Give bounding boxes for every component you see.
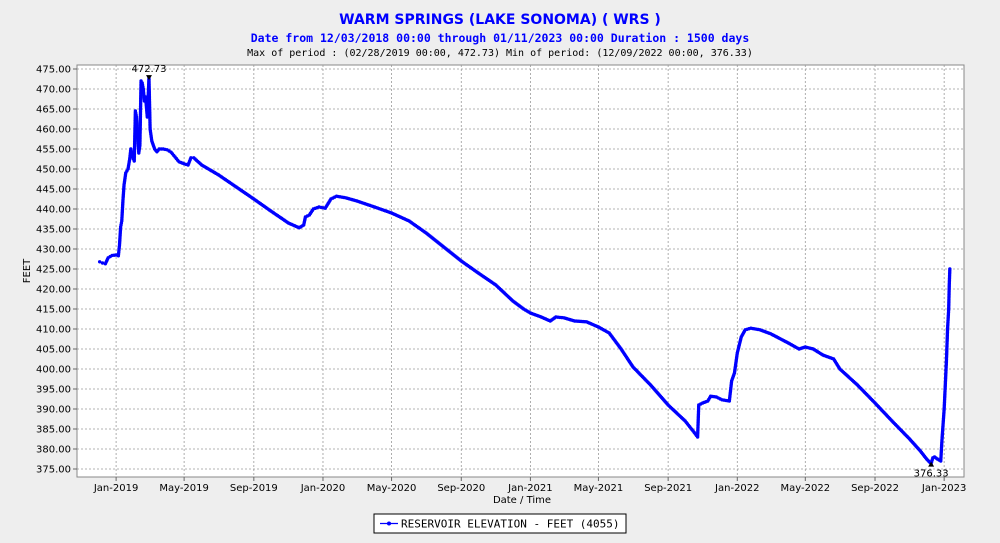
legend-box xyxy=(373,513,627,534)
y-tick-label: 470.00 xyxy=(36,85,71,96)
x-tick-label: Jan-2022 xyxy=(714,483,759,494)
y-tick-label: 420.00 xyxy=(36,285,71,296)
data-point xyxy=(97,260,102,264)
y-tick-label: 450.00 xyxy=(36,165,71,176)
x-tick-label: Sep-2020 xyxy=(437,483,485,494)
x-tick-label: Sep-2022 xyxy=(851,483,899,494)
y-tick-label: 375.00 xyxy=(36,465,71,476)
x-tick-label: May-2021 xyxy=(574,483,624,494)
legend-marker-swatch xyxy=(387,521,391,526)
y-tick-label: 395.00 xyxy=(36,385,71,396)
x-tick-label: May-2019 xyxy=(159,483,209,494)
x-axis-label: Date / Time xyxy=(493,495,551,506)
y-tick-label: 460.00 xyxy=(36,125,71,136)
y-tick-label: 475.00 xyxy=(36,65,71,76)
chart-title: WARM SPRINGS (LAKE SONOMA) ( WRS ) xyxy=(339,12,661,28)
chart-subtitle: Date from 12/03/2018 00:00 through 01/11… xyxy=(251,31,750,45)
y-tick-label: 435.00 xyxy=(36,225,71,236)
y-tick-label: 410.00 xyxy=(36,325,71,336)
x-tick-label: Jan-2023 xyxy=(921,483,966,494)
y-tick-label: 425.00 xyxy=(36,265,71,276)
y-tick-label: 380.00 xyxy=(36,445,71,456)
max-label: 472.73 xyxy=(131,64,166,75)
max-marker xyxy=(145,75,152,81)
legend: RESERVOIR ELEVATION - FEET (4055) xyxy=(373,513,627,534)
min-label: 376.33 xyxy=(914,469,949,480)
legend-label: RESERVOIR ELEVATION - FEET (4055) xyxy=(401,518,620,531)
x-tick-label: May-2020 xyxy=(367,483,417,494)
x-tick-label: Sep-2019 xyxy=(230,483,278,494)
x-axis: Jan-2019 May-2019 Sep-2019 Jan-2020 May-2020… xyxy=(93,477,966,494)
y-tick-label: 440.00 xyxy=(36,205,71,216)
grid-lines xyxy=(77,65,964,477)
x-tick-label: May-2022 xyxy=(781,483,831,494)
y-tick-label: 405.00 xyxy=(36,345,71,356)
chart-stats-line: Max of period : (02/28/2019 00:00, 472.7… xyxy=(247,48,753,59)
min-marker xyxy=(928,461,935,467)
y-axis: 375.00 380.00 385.00 390.00 395.00 400.00 405.… xyxy=(36,65,77,476)
y-tick-label: 390.00 xyxy=(36,405,71,416)
y-tick-label: 415.00 xyxy=(36,305,71,316)
y-tick-label: 385.00 xyxy=(36,425,71,436)
series-reservoir-elevation xyxy=(97,76,952,466)
x-tick-label: Jan-2019 xyxy=(93,483,138,494)
x-tick-label: Sep-2021 xyxy=(644,483,692,494)
y-tick-label: 445.00 xyxy=(36,185,71,196)
plot-area xyxy=(76,64,965,478)
y-tick-label: 455.00 xyxy=(36,145,71,156)
data-point xyxy=(100,261,105,265)
y-axis-label: FEET xyxy=(22,258,33,283)
x-tick-label: Jan-2021 xyxy=(507,483,552,494)
x-tick-label: Jan-2020 xyxy=(300,483,345,494)
y-tick-label: 400.00 xyxy=(36,365,71,376)
data-point xyxy=(948,267,952,271)
data-point xyxy=(189,156,193,160)
y-tick-label: 430.00 xyxy=(36,245,71,256)
annotations: 472.73 376.33 xyxy=(131,64,948,480)
y-tick-label: 465.00 xyxy=(36,105,71,116)
